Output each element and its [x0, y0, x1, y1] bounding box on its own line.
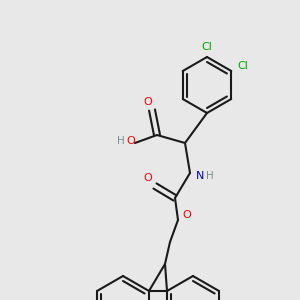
Text: O: O	[144, 97, 152, 107]
Text: H: H	[206, 171, 214, 181]
Text: Cl: Cl	[202, 42, 212, 52]
Text: H: H	[117, 136, 125, 146]
Text: N: N	[196, 171, 204, 181]
Text: O: O	[183, 210, 191, 220]
Text: O: O	[127, 136, 135, 146]
Text: O: O	[144, 173, 152, 183]
Text: Cl: Cl	[238, 61, 249, 71]
